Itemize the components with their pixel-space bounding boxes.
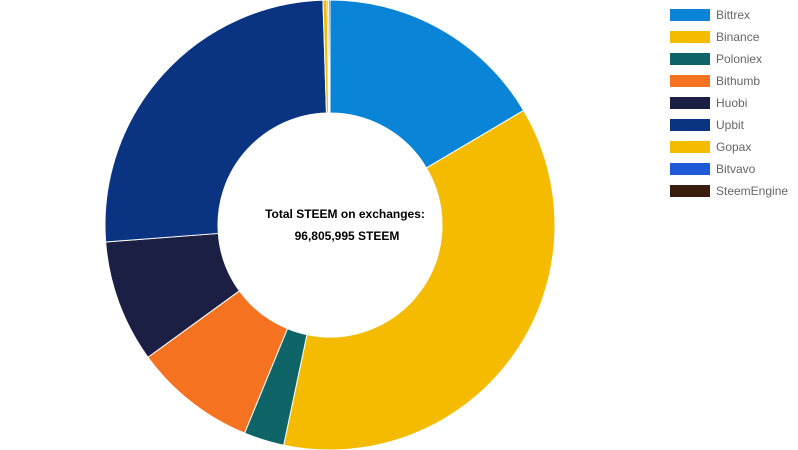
legend-item-upbit[interactable]: Upbit	[670, 114, 788, 136]
legend-swatch-poloniex	[670, 53, 710, 65]
legend-swatch-steemengine	[670, 185, 710, 197]
legend-swatch-bitvavo	[670, 163, 710, 175]
slice-steemengine[interactable]	[328, 0, 331, 114]
center-title: Total STEEM on exchanges:	[265, 207, 425, 221]
legend-label-bithumb: Bithumb	[716, 74, 761, 88]
slices-group	[104, 0, 556, 450]
legend-item-poloniex[interactable]: Poloniex	[670, 48, 788, 70]
legend-item-huobi[interactable]: Huobi	[670, 92, 788, 114]
center-total: 96,805,995 STEEM	[295, 229, 400, 243]
legend-item-bittrex[interactable]: Bittrex	[670, 4, 788, 26]
legend-label-steemengine: SteemEngine	[716, 184, 789, 198]
legend-swatch-bithumb	[670, 75, 710, 87]
legend-item-steemengine[interactable]: SteemEngine	[670, 180, 788, 202]
slice-upbit[interactable]	[104, 0, 327, 243]
legend-label-gopax: Gopax	[716, 140, 752, 154]
legend-swatch-huobi	[670, 97, 710, 109]
legend-item-gopax[interactable]: Gopax	[670, 136, 788, 158]
legend-swatch-binance	[670, 31, 710, 43]
slice-bittrex[interactable]	[329, 0, 525, 169]
legend-swatch-gopax	[670, 141, 710, 153]
legend-swatch-upbit	[670, 119, 710, 131]
legend-item-bithumb[interactable]: Bithumb	[670, 70, 788, 92]
legend-label-binance: Binance	[716, 30, 760, 44]
legend-item-bitvavo[interactable]: Bitvavo	[670, 158, 788, 180]
legend-label-bitvavo: Bitvavo	[716, 162, 756, 176]
legend-swatch-bittrex	[670, 9, 710, 21]
legend-label-huobi: Huobi	[716, 96, 748, 110]
legend-label-upbit: Upbit	[716, 118, 745, 132]
legend: Bittrex Binance Poloniex Bithumb Huobi Upbit G…	[670, 4, 788, 202]
legend-label-bittrex: Bittrex	[716, 8, 751, 22]
slice-binance[interactable]	[283, 109, 556, 450]
legend-label-poloniex: Poloniex	[716, 52, 763, 66]
legend-item-binance[interactable]: Binance	[670, 26, 788, 48]
